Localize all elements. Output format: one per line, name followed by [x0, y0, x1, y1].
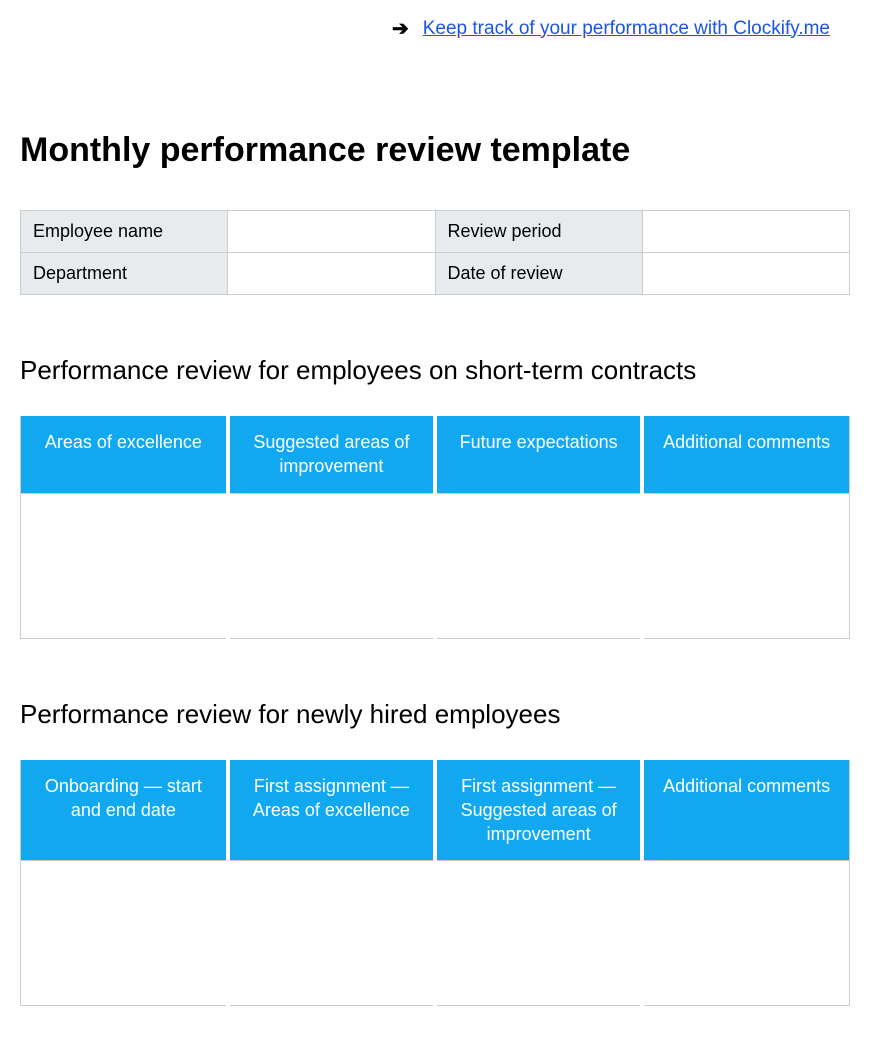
section-title-newly-hired: Performance review for newly hired emplo… — [20, 699, 862, 730]
label-date-of-review: Date of review — [435, 253, 642, 295]
newly-hired-review-table: Onboarding — start and end date First as… — [20, 760, 850, 1007]
short-term-review-table: Areas of excellence Suggested areas of i… — [20, 416, 850, 639]
arrow-right-icon: ➔ — [392, 16, 409, 41]
label-department: Department — [21, 253, 228, 295]
col-suggested-improvement: Suggested areas of improvement — [228, 416, 435, 493]
cell-additional-comments[interactable] — [642, 493, 849, 638]
value-employee-name[interactable] — [228, 211, 435, 253]
table-row — [21, 861, 850, 1006]
page-title: Monthly performance review template — [20, 131, 862, 170]
label-review-period: Review period — [435, 211, 642, 253]
col-first-assignment-improvement: First assignment — Suggested areas of im… — [435, 760, 642, 861]
col-additional-comments: Additional comments — [642, 416, 849, 493]
cell-suggested-improvement[interactable] — [228, 493, 435, 638]
cell-first-assignment-improvement[interactable] — [435, 861, 642, 1006]
employee-info-table: Employee name Review period Department D… — [20, 210, 850, 295]
col-first-assignment-excellence: First assignment — Areas of excellence — [228, 760, 435, 861]
table-row: Employee name Review period — [21, 211, 850, 253]
value-review-period[interactable] — [642, 211, 849, 253]
col-areas-of-excellence: Areas of excellence — [21, 416, 228, 493]
table-row: Department Date of review — [21, 253, 850, 295]
table-row — [21, 493, 850, 638]
table-header-row: Onboarding — start and end date First as… — [21, 760, 850, 861]
value-department[interactable] — [228, 253, 435, 295]
table-header-row: Areas of excellence Suggested areas of i… — [21, 416, 850, 493]
col-onboarding-dates: Onboarding — start and end date — [21, 760, 228, 861]
col-future-expectations: Future expectations — [435, 416, 642, 493]
cell-first-assignment-excellence[interactable] — [228, 861, 435, 1006]
top-link-row: ➔ Keep track of your performance with Cl… — [360, 10, 862, 41]
section-title-short-term: Performance review for employees on shor… — [20, 355, 862, 386]
cell-onboarding-dates[interactable] — [21, 861, 228, 1006]
cell-areas-of-excellence[interactable] — [21, 493, 228, 638]
col-additional-comments-2: Additional comments — [642, 760, 849, 861]
label-employee-name: Employee name — [21, 211, 228, 253]
cell-additional-comments-2[interactable] — [642, 861, 849, 1006]
cell-future-expectations[interactable] — [435, 493, 642, 638]
clockify-link[interactable]: Keep track of your performance with Cloc… — [423, 18, 830, 40]
value-date-of-review[interactable] — [642, 253, 849, 295]
